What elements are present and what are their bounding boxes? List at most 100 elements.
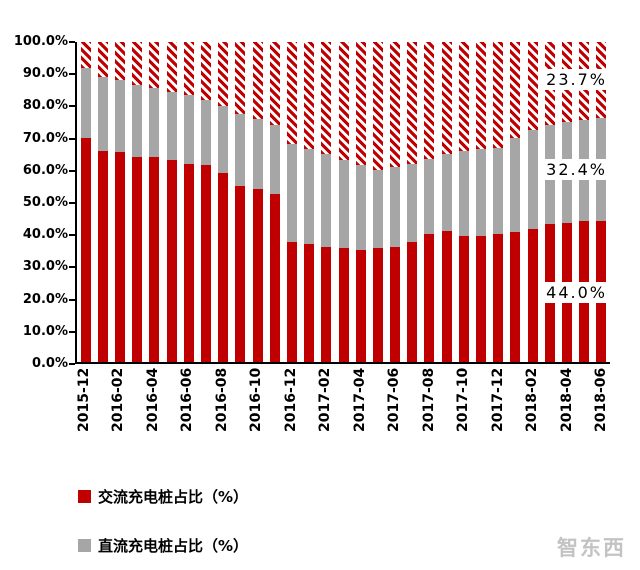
bar-segment (527, 130, 538, 230)
x-axis-tick-label: 2018-06 (593, 367, 610, 432)
bar-2016-07 (200, 42, 211, 362)
legend-swatch-solid (78, 490, 91, 503)
bar-segment (166, 160, 177, 362)
bar-segment (424, 42, 435, 159)
bar-2018-03 (544, 42, 555, 362)
y-axis-tick-mark (69, 234, 75, 237)
y-axis-tick-mark (69, 266, 75, 269)
bar-segment (80, 42, 91, 68)
bar-segment (355, 250, 366, 362)
bar-segment (321, 246, 332, 362)
bar-segment (269, 125, 280, 194)
watermark: 智东西 (557, 536, 626, 560)
segment-value-label: 32.4% (543, 159, 610, 181)
x-axis-tick-label: 2018-04 (558, 367, 575, 432)
bar-segment (390, 246, 401, 362)
x-axis-tick-label: 2017-04 (351, 367, 368, 432)
bar-segment (321, 42, 332, 155)
bar-2017-03 (338, 42, 349, 362)
bar-segment (372, 248, 383, 362)
bar-segment (235, 42, 246, 114)
legend-swatch-solid (78, 539, 91, 552)
bar-2016-02 (114, 42, 125, 362)
bar-segment (114, 42, 125, 81)
bar-segment (200, 99, 211, 166)
y-axis-tick-label: 0.0% (31, 356, 68, 371)
bar-segment (132, 85, 143, 158)
y-axis-tick-mark (69, 137, 75, 140)
bar-segment (286, 144, 297, 242)
bar-segment (476, 149, 487, 236)
x-axis-tick-label: 2016-04 (144, 367, 161, 432)
bar-segment (441, 42, 452, 155)
bar-2016-04 (149, 42, 160, 362)
plot-area (75, 42, 610, 364)
y-axis-tick-mark (69, 41, 75, 43)
y-axis-tick-label: 70.0% (22, 130, 68, 146)
bar-segment (493, 42, 504, 148)
x-axis-tick-label: 2015-12 (75, 367, 92, 432)
bar-segment (218, 173, 229, 362)
bar-segment (304, 42, 315, 150)
bar-segment (80, 138, 91, 362)
legend-item-0: 交流充电桩占比（%） (78, 486, 333, 507)
bar-2017-12 (493, 42, 504, 362)
bar-segment (527, 229, 538, 362)
bar-segment (183, 42, 194, 95)
bar-2016-12 (286, 42, 297, 362)
legend-label: 交流充电桩占比（%） (98, 488, 249, 506)
bar-2015-12 (80, 42, 91, 362)
bar-segment (97, 77, 108, 151)
y-axis-tick-mark (69, 169, 75, 172)
bar-2018-05 (579, 42, 590, 362)
bar-segment (372, 42, 383, 171)
y-axis-tick-label: 40.0% (22, 227, 68, 243)
legend-label: 直流充电桩占比（%） (98, 537, 249, 555)
x-axis-tick-label: 2017-10 (455, 367, 472, 432)
bar-segment (235, 114, 246, 186)
legend-item-1: 直流充电桩占比（%） (78, 535, 333, 556)
x-axis-tick-label: 2016-06 (179, 367, 196, 432)
bar-segment (338, 248, 349, 362)
bar-2017-08 (424, 42, 435, 362)
legend: 交流充电桩占比（%）直流充电桩占比（%）交直流一体机占比（%） (78, 486, 558, 570)
bar-segment (390, 42, 401, 167)
bar-2016-03 (132, 42, 143, 362)
bar-segment (200, 42, 211, 100)
bar-2017-05 (372, 42, 383, 362)
bar-segment (527, 42, 538, 131)
bar-segment (355, 165, 366, 250)
bar-segment (269, 194, 280, 362)
bar-segment (97, 42, 108, 78)
y-axis-tick-mark (69, 330, 75, 333)
bar-segment (441, 154, 452, 231)
bar-segment (441, 230, 452, 362)
bar-segment (218, 42, 229, 107)
bar-segment (476, 235, 487, 362)
bar-segment (114, 80, 125, 153)
y-axis-tick-label: 90.0% (22, 66, 68, 82)
bar-2018-01 (510, 42, 521, 362)
x-axis-tick-label: 2016-10 (248, 367, 265, 432)
bar-segment (149, 42, 160, 89)
x-axis-tick-label: 2016-02 (110, 367, 127, 432)
bar-segment (183, 163, 194, 362)
bar-2017-06 (390, 42, 401, 362)
y-axis-tick-label: 100.0% (13, 34, 68, 49)
bar-segment (166, 42, 177, 92)
bar-segment (269, 42, 280, 126)
x-axis-tick-label: 2017-02 (317, 367, 334, 432)
bar-segment (424, 158, 435, 234)
bar-2017-01 (304, 42, 315, 362)
bar-segment (424, 234, 435, 362)
y-axis-tick-mark (69, 298, 75, 301)
bar-2017-04 (355, 42, 366, 362)
bar-segment (286, 242, 297, 362)
bar-segment (390, 166, 401, 247)
bar-segment (321, 154, 332, 247)
bar-2018-06 (596, 42, 607, 362)
segment-value-label: 44.0% (543, 282, 610, 304)
bar-segment (132, 157, 143, 362)
bar-segment (493, 147, 504, 234)
